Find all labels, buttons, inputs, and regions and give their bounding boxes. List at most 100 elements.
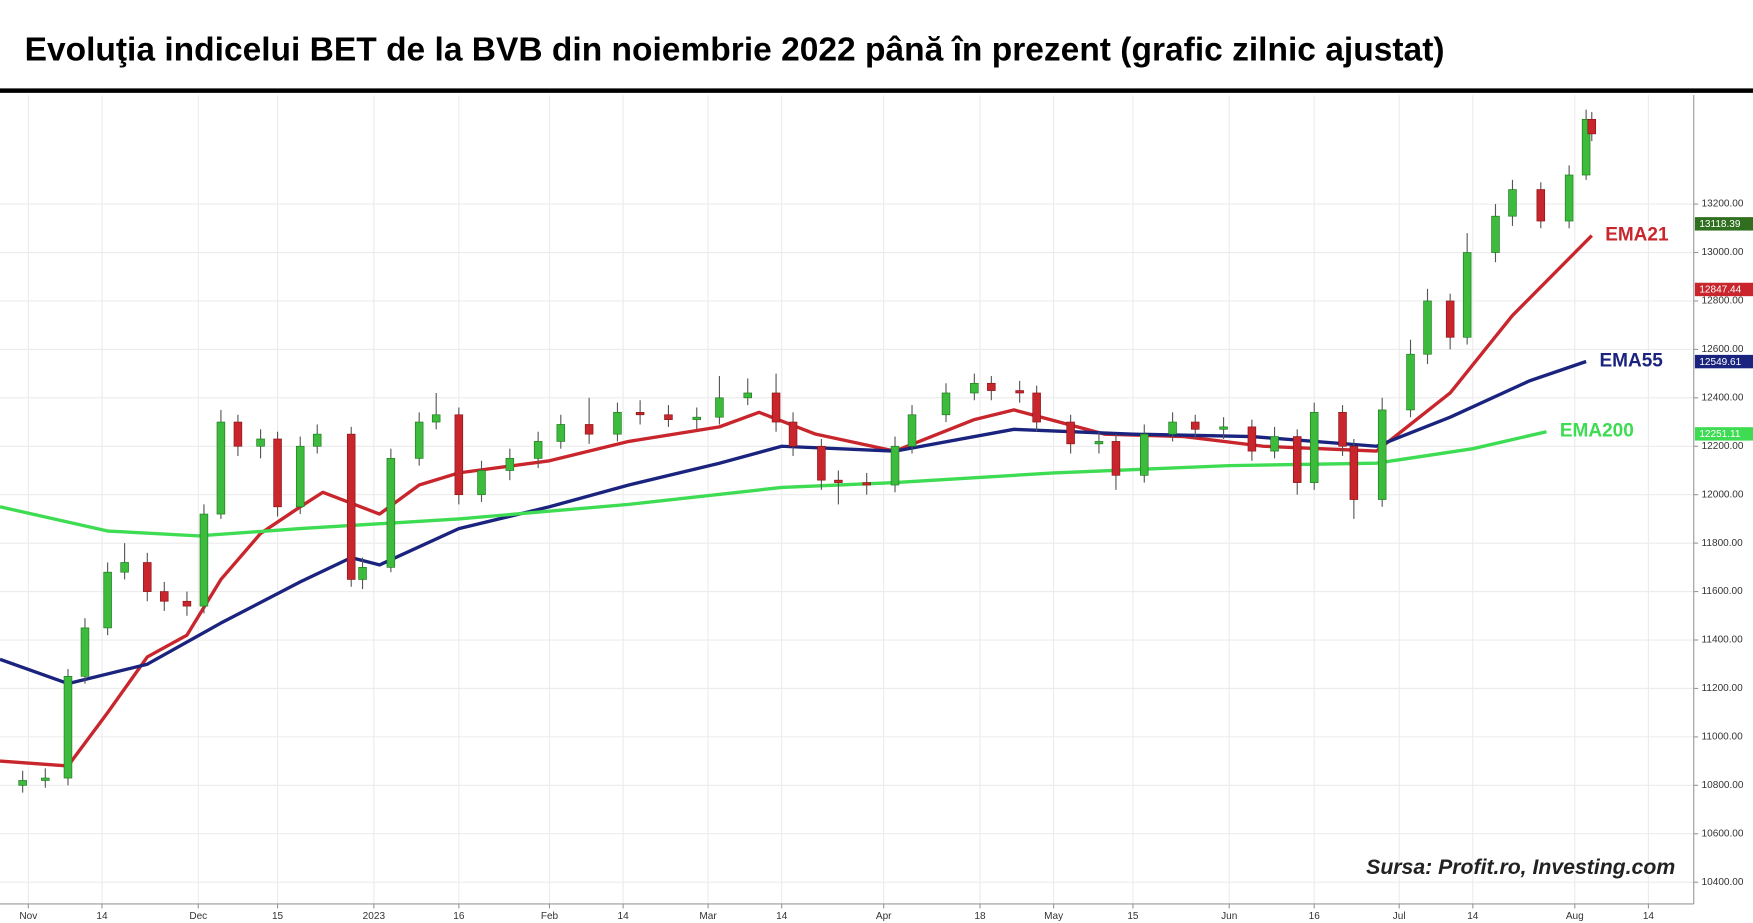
price-tag <box>1694 427 1753 441</box>
y-tick-label: 11200.00 <box>1702 683 1744 694</box>
y-tick-label: 12400.00 <box>1702 392 1744 403</box>
candle-body <box>1508 189 1517 217</box>
x-tick-label: 14 <box>618 911 630 922</box>
ema-line <box>0 234 1593 768</box>
candle-body <box>771 392 781 423</box>
candle-body <box>1032 392 1041 423</box>
chart-title: Evoluţia indicelui BET de la BVB din noi… <box>25 31 1445 68</box>
candle-body <box>970 382 979 394</box>
series-label: EMA200 <box>1560 421 1634 442</box>
candle-body <box>182 600 192 607</box>
y-tick-label: 12800.00 <box>1702 296 1744 307</box>
price-tag-label: 12251.11 <box>1699 429 1741 440</box>
candle-body <box>1445 300 1455 338</box>
x-tick-label: Jun <box>1221 911 1237 922</box>
candle-body <box>664 414 673 420</box>
candle-body <box>1309 412 1319 483</box>
candle-body <box>862 482 871 486</box>
candle-body <box>941 392 951 416</box>
y-tick-label: 10600.00 <box>1702 828 1744 839</box>
y-tick-label: 11600.00 <box>1702 586 1744 597</box>
x-tick-label: Mar <box>699 911 717 922</box>
candle-body <box>907 414 917 447</box>
candle-body <box>635 412 645 416</box>
candle-body <box>63 675 73 779</box>
x-tick-label: Aug <box>1566 911 1584 922</box>
source-note: Sursa: Profit.ro, Investing.com <box>1366 855 1675 879</box>
plot-area: EMA21 EMA55 EMA200 <box>0 109 1669 793</box>
candle-body <box>1338 412 1347 447</box>
x-tick-label: 14 <box>1643 911 1655 922</box>
price-tag <box>1694 354 1753 369</box>
candle-body <box>1564 174 1574 222</box>
y-tick-label: 10400.00 <box>1702 877 1744 888</box>
price-tag <box>1694 217 1753 231</box>
candle-body <box>1247 426 1257 452</box>
x-tick-label: May <box>1044 911 1063 922</box>
candle-body <box>1111 441 1121 476</box>
candle-body <box>1536 189 1546 222</box>
x-tick-label: 16 <box>453 911 465 922</box>
candle-body <box>143 562 152 592</box>
y-tick-label: 11000.00 <box>1702 732 1744 743</box>
candle-body <box>1094 441 1104 445</box>
ema-line <box>0 359 1587 686</box>
grid <box>0 95 1694 904</box>
title-rule <box>0 88 1753 93</box>
candle-body <box>312 433 322 447</box>
x-tick-label: Jul <box>1393 911 1406 922</box>
x-tick-label: 14 <box>96 911 108 922</box>
candle-body <box>834 479 843 483</box>
candle-body <box>120 562 129 573</box>
candle-body <box>18 780 27 786</box>
candle-body <box>1491 215 1500 253</box>
x-tick-label: 18 <box>974 911 986 922</box>
candle-body <box>1377 409 1387 500</box>
x-tick-label: 15 <box>272 911 284 922</box>
candle-body <box>715 397 724 418</box>
candle-body <box>1066 421 1075 445</box>
candle-body <box>256 438 265 447</box>
candle-body <box>743 392 752 399</box>
candle-body <box>273 438 282 508</box>
candle-body <box>987 382 996 391</box>
candle-body <box>556 424 566 442</box>
y-tick-label: 13200.00 <box>1702 199 1744 210</box>
candle-body <box>1581 118 1591 176</box>
candle-body <box>890 445 900 486</box>
x-tick-label: 14 <box>1467 911 1479 922</box>
x-tick-label: Apr <box>876 911 892 922</box>
candle-body <box>613 412 622 435</box>
candle-body <box>817 445 826 481</box>
candle-body <box>358 567 367 580</box>
candle-body <box>160 591 169 602</box>
candle-body <box>505 458 515 471</box>
y-tick-label: 11400.00 <box>1702 635 1744 646</box>
x-tick-label: Feb <box>541 911 559 922</box>
x-tick-label: 2023 <box>363 911 386 922</box>
price-tag-label: 12847.44 <box>1699 285 1741 296</box>
candle-body <box>386 458 396 568</box>
candle-body <box>1270 436 1279 452</box>
candle-body <box>1292 436 1302 483</box>
price-tag-label: 12549.61 <box>1699 357 1741 368</box>
x-tick-label: Dec <box>189 911 207 922</box>
x-tick-label: 15 <box>1127 911 1139 922</box>
candle-body <box>346 433 356 580</box>
candle-body <box>295 445 305 508</box>
candle-body <box>1140 433 1149 476</box>
candle-body <box>1406 353 1415 411</box>
candle-body <box>1587 118 1597 135</box>
series-label: EMA21 <box>1605 225 1669 246</box>
candle-body <box>533 441 543 459</box>
y-tick-label: 13000.00 <box>1702 247 1744 258</box>
candle-body <box>1462 252 1472 338</box>
candle-body <box>1191 421 1200 430</box>
candle-body <box>41 777 50 781</box>
y-tick-label: 12000.00 <box>1702 489 1744 500</box>
candle-body <box>692 416 702 420</box>
candle-body <box>431 414 441 423</box>
candle-body <box>414 421 424 459</box>
